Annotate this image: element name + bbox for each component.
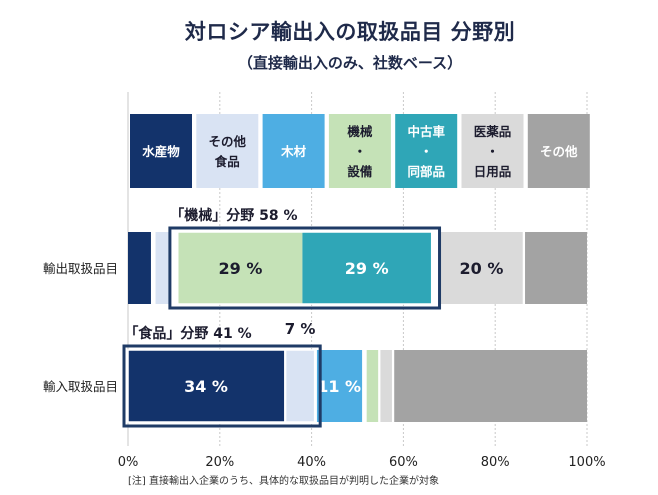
data-label-machine: 29 % [219, 259, 263, 278]
legend-label-fish: 水産物 [142, 144, 180, 159]
bar-segment-other [394, 350, 587, 422]
highlight-box [122, 344, 322, 428]
legend-swatch-car [395, 114, 458, 188]
bar-segment-fish [128, 232, 151, 304]
bar-segment-medicine [440, 232, 523, 304]
data-label-car: 29 % [345, 259, 389, 278]
highlight-label: 「機械」分野 58 % [170, 207, 297, 224]
legend-label-medicine: 医薬品 [474, 124, 512, 139]
legend-label-medicine: ・ [486, 144, 499, 159]
bar-segment-food [155, 232, 170, 304]
x-tick-label: 100% [568, 455, 605, 470]
highlight-label: 「食品」分野 41 % [124, 325, 251, 342]
data-label-wood: 11 % [317, 377, 361, 396]
legend-label-food: 食品 [214, 154, 240, 169]
x-tick-label: 0% [118, 455, 139, 470]
bar-segment-food [286, 350, 314, 422]
legend-label-wood: 木材 [280, 144, 307, 159]
legend-label-car: 同部品 [407, 164, 445, 179]
food-share-label: 7 % [285, 320, 316, 338]
bar-segment-machine [366, 350, 379, 422]
legend-label-car: ・ [420, 144, 433, 159]
x-tick-label: 80% [481, 455, 510, 470]
row-label: 輸出取扱品目 [43, 261, 118, 276]
legend-swatch-other [527, 114, 590, 188]
x-tick-label: 60% [389, 455, 418, 470]
bar-segment-other [525, 232, 587, 304]
legend-label-machine: 設備 [347, 164, 373, 179]
legend-swatch-machine [328, 114, 391, 188]
data-label-medicine: 20 % [459, 259, 503, 278]
legend-label-car: 中古車 [407, 124, 445, 139]
chart-title: 対ロシア輸出入の取扱品目 分野別 [184, 20, 516, 44]
bar-segment-wood [316, 350, 363, 422]
legend-swatch-wood [262, 114, 325, 188]
bar-segment-fish [128, 350, 285, 422]
bar-segment-machine [178, 232, 303, 304]
legend-label-other: その他 [540, 144, 578, 159]
footnote: [注] 直接輸出入企業のうち、具体的な取扱品目が判明した企業が対象 [128, 476, 439, 487]
highlight-inner-border [173, 231, 437, 305]
x-tick-label: 20% [205, 455, 234, 470]
x-tick-label: 40% [297, 455, 326, 470]
legend-label-machine: ・ [354, 144, 367, 159]
bar-segment-car [302, 232, 431, 304]
bar-segment-medicine [380, 350, 392, 422]
chart-subtitle: （直接輸出入のみ、社数ベース） [237, 54, 463, 72]
legend-swatch-food [196, 114, 259, 188]
highlight-inner-border [127, 349, 317, 423]
row-label: 輸入取扱品目 [43, 379, 118, 394]
data-label-fish: 34 % [184, 377, 228, 396]
legend-swatch-fish [130, 114, 192, 188]
legend-swatch-medicine [461, 114, 524, 188]
legend-label-medicine: 日用品 [474, 164, 512, 179]
highlight-box [168, 226, 442, 310]
legend-label-machine: 機械 [347, 124, 373, 139]
legend-label-food: その他 [209, 134, 247, 149]
